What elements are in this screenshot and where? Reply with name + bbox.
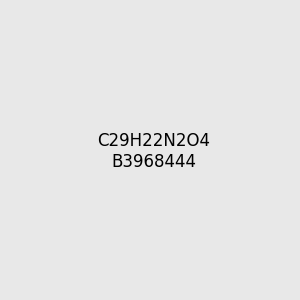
Text: C29H22N2O4
B3968444: C29H22N2O4 B3968444 [97,132,210,171]
